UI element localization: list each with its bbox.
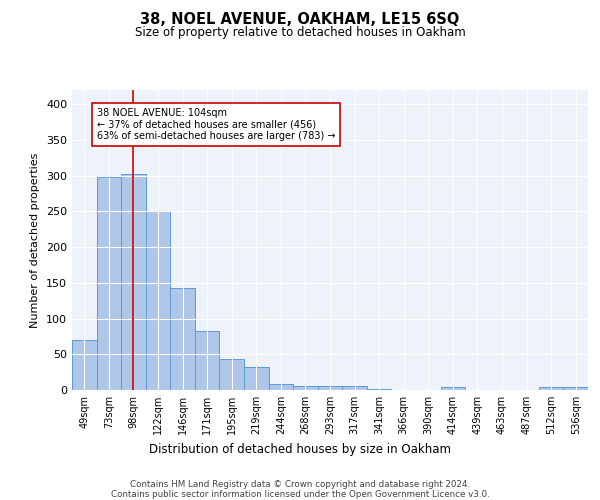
Bar	[563, 387, 588, 390]
Bar	[72, 340, 97, 390]
Bar	[195, 332, 220, 390]
Y-axis label: Number of detached properties: Number of detached properties	[31, 152, 40, 328]
Bar	[293, 386, 318, 390]
Bar	[269, 384, 293, 390]
Bar	[440, 387, 465, 390]
Bar	[318, 386, 342, 390]
Bar	[244, 367, 269, 390]
Bar	[539, 387, 563, 390]
Bar	[97, 177, 121, 390]
Bar	[220, 360, 244, 390]
Bar	[342, 386, 367, 390]
Text: Size of property relative to detached houses in Oakham: Size of property relative to detached ho…	[134, 26, 466, 39]
Bar	[146, 212, 170, 390]
Bar	[170, 288, 195, 390]
Bar	[367, 388, 391, 390]
Text: 38 NOEL AVENUE: 104sqm
← 37% of detached houses are smaller (456)
63% of semi-de: 38 NOEL AVENUE: 104sqm ← 37% of detached…	[97, 108, 335, 141]
Text: 38, NOEL AVENUE, OAKHAM, LE15 6SQ: 38, NOEL AVENUE, OAKHAM, LE15 6SQ	[140, 12, 460, 28]
Text: Contains HM Land Registry data © Crown copyright and database right 2024.
Contai: Contains HM Land Registry data © Crown c…	[110, 480, 490, 500]
Bar	[121, 174, 146, 390]
Text: Distribution of detached houses by size in Oakham: Distribution of detached houses by size …	[149, 442, 451, 456]
